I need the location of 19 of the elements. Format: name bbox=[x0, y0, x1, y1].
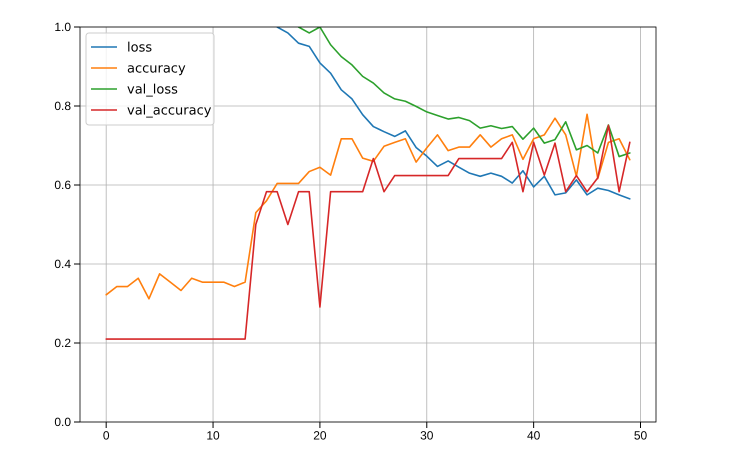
line-series bbox=[276, 27, 631, 200]
y-tick-label: 1.0 bbox=[54, 20, 72, 34]
y-tick-label: 0.6 bbox=[54, 178, 72, 192]
legend-label: val_loss bbox=[127, 82, 178, 98]
x-tick-label: 20 bbox=[313, 428, 327, 443]
legend-label: val_accuracy bbox=[127, 104, 212, 118]
y-tick-label: 0.2 bbox=[54, 336, 72, 350]
y-tick-label: 0.8 bbox=[54, 98, 72, 113]
line-series bbox=[105, 124, 631, 340]
line-series bbox=[298, 27, 631, 158]
x-tick-label: 0 bbox=[102, 428, 110, 443]
x-tick-label: 30 bbox=[420, 428, 434, 443]
legend-label: accuracy bbox=[127, 62, 186, 76]
legend-label: loss bbox=[127, 40, 152, 56]
y-tick-label: 0.4 bbox=[54, 256, 72, 271]
x-tick-label: 40 bbox=[526, 428, 541, 443]
x-tick-label: 50 bbox=[634, 428, 648, 443]
y-tick-label: 0.0 bbox=[54, 414, 72, 429]
x-tick-label: 10 bbox=[206, 428, 220, 443]
